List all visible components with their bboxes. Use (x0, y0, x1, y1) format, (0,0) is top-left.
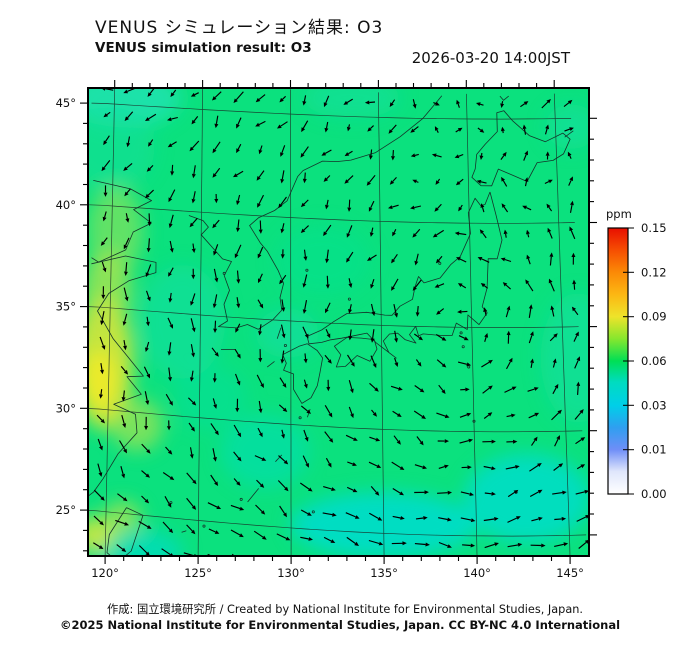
colorbar-tick-label: 0.12 (641, 265, 667, 279)
parallel-line (89, 204, 575, 224)
island-dot (283, 343, 287, 347)
lon-tick-label: 125° (184, 566, 212, 580)
coastline-path (471, 110, 571, 187)
meridian-line (290, 89, 292, 556)
meridian-line (104, 88, 115, 556)
lat-tick-label: 30° (56, 401, 76, 415)
lat-tick-label: 40° (56, 198, 76, 212)
o3-region-teal-top-middle (303, 88, 401, 119)
island-dot (298, 416, 302, 420)
meridian-line (378, 92, 385, 556)
lon-tick-label: 135° (370, 566, 398, 580)
meridian-line (466, 93, 478, 556)
island-dot (202, 524, 206, 528)
parallel-line (91, 102, 572, 120)
o3-field-regions (88, 88, 589, 556)
map-frame (87, 87, 590, 557)
colorbar-tick-label: 0.03 (641, 398, 667, 412)
o3-region-teal-korea-strait (255, 308, 319, 358)
island-dot (311, 510, 315, 514)
o3-region-yellowgreen-zhejiang (111, 398, 164, 452)
axis-labels: 120° 125° 130° 135° 140° 145° 45° 40° 35° 30° 25° (56, 96, 584, 580)
map-canvas (88, 88, 589, 556)
island-dot (222, 271, 226, 275)
o3-region-teal-japan-sea (274, 224, 372, 298)
o3-region-teal-okinawa (220, 415, 310, 489)
credit-line: 作成: 国立環境研究所 / Created by National Instit… (106, 603, 584, 616)
coastline-path (266, 361, 275, 368)
lon-tick-label: 120° (91, 566, 119, 580)
coastline-path (276, 327, 282, 339)
coastline-path (499, 95, 509, 101)
lon-tick-label: 130° (277, 566, 305, 580)
coastline-path (88, 255, 157, 497)
coastline-path (306, 191, 503, 359)
parallel-line (88, 408, 583, 433)
lat-tick-label: 35° (56, 300, 76, 314)
colorbar-tick-label: 0.15 (641, 221, 667, 235)
o3-region-teal-northwest (88, 108, 155, 190)
island-dot (305, 268, 309, 272)
colorbar-unit-label: ppm (606, 207, 632, 221)
island-dot (347, 297, 351, 301)
island-dot (472, 419, 476, 423)
meridian-line (197, 88, 203, 556)
page-title-english: VENUS simulation result: O3 (95, 40, 312, 56)
o3-region-teal-east-china-sea (173, 365, 248, 431)
lon-tick-label: 145° (556, 566, 584, 580)
o3-region-yellowgreen-bohai (88, 185, 144, 276)
graticule (88, 88, 587, 556)
colorbar-tick-label: 0.00 (641, 487, 667, 501)
lat-tick-label: 45° (56, 96, 76, 110)
o3-region-cyan-southeast (464, 453, 589, 544)
coastline-path (275, 454, 283, 462)
o3-region-teal-yellow-sea (139, 264, 226, 379)
colorbar-ticks: 0.00 0.01 0.03 0.06 0.09 0.12 0.15 (623, 221, 667, 501)
colorbar-tick-label: 0.06 (641, 354, 667, 368)
lat-tick-label: 25° (56, 503, 76, 517)
island-dot (438, 261, 442, 265)
o3-region-teal-east-edge (540, 292, 589, 423)
island-dot (239, 497, 243, 501)
parallel-line (88, 510, 587, 537)
parallel-line (88, 306, 579, 328)
o3-region-teal-northeast-corner (545, 104, 589, 150)
map-axis-ticks (80, 80, 597, 564)
island-dot (467, 365, 471, 369)
page-title-japanese: VENUS シミュレーション結果: O3 (95, 18, 384, 38)
coastline-path (181, 530, 187, 533)
island-dot (459, 331, 463, 335)
coastline-path (106, 507, 144, 556)
coastline-path (188, 95, 443, 330)
license-line: ©2025 National Institute for Environment… (59, 618, 621, 632)
coastline-path (247, 488, 260, 503)
colorbar-tick-label: 0.09 (641, 310, 667, 324)
colorbar-tick-label: 0.01 (641, 443, 667, 457)
valid-time-label: 2026-03-20 14:00JST (411, 49, 570, 67)
o3-region-yellow-core-jiangsu (88, 350, 119, 411)
lon-tick-label: 140° (463, 566, 491, 580)
o3-region-cyan-southwest-corner (94, 529, 184, 556)
wind-arrows (92, 88, 589, 556)
o3-region-yellowgreen-taiwan-strait (104, 501, 142, 534)
coastline-path (91, 180, 152, 263)
wind-arrow-shafts (92, 88, 587, 556)
island-dot (461, 345, 465, 349)
meridian-line (553, 93, 571, 556)
coastline-path (282, 343, 323, 404)
